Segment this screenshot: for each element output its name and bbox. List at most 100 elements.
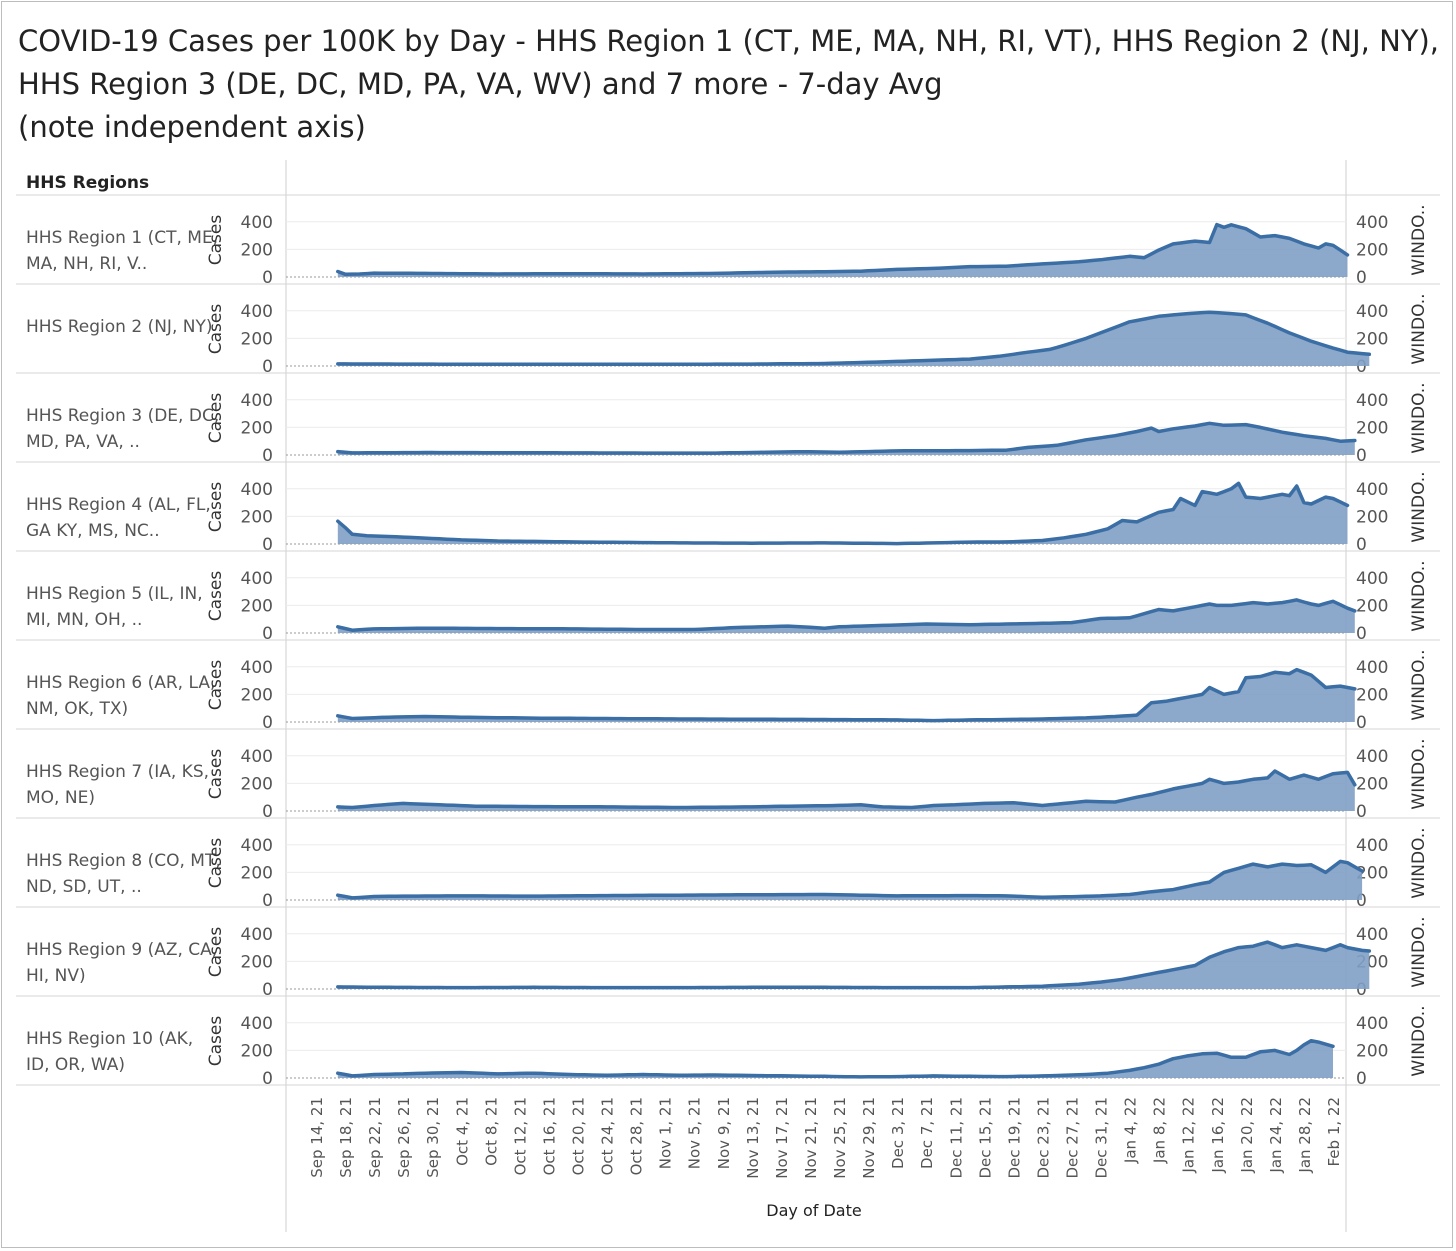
y-tick-label-right: 0 <box>1356 891 1367 911</box>
y-axis-title: Cases <box>206 215 226 266</box>
row-label-line: HHS Region 3 (DE, DC, <box>26 406 219 426</box>
row-label-line: ID, OR, WA) <box>26 1055 125 1075</box>
series-line <box>336 421 1357 455</box>
y-tick-label-right: 200 <box>1356 329 1388 349</box>
x-tick-label: Nov 13, 21 <box>744 1097 762 1179</box>
x-tick-label: Oct 20, 21 <box>570 1097 588 1175</box>
x-tick-label: Nov 9, 21 <box>715 1097 733 1169</box>
row-label: HHS Region 9 (AZ, CA, HI, NV) <box>26 940 217 986</box>
row-label-line: MA, NH, RI, V.. <box>26 254 147 274</box>
y-tick-label: 0 <box>262 446 273 466</box>
x-tick-label: Nov 25, 21 <box>831 1097 849 1179</box>
y-tick-label: 0 <box>262 802 273 822</box>
x-tick-label: Dec 23, 21 <box>1034 1097 1052 1179</box>
y-tick-label-right: 400 <box>1356 213 1388 233</box>
y-tick-label-right: 400 <box>1356 925 1388 945</box>
right-axis-title: WINDO.. <box>1409 1005 1429 1076</box>
y-tick-label-right: 200 <box>1356 774 1388 794</box>
y-tick-label: 200 <box>241 240 273 260</box>
area-fill <box>337 942 1370 989</box>
row-label-line: GA KY, MS, NC.. <box>26 521 160 541</box>
right-axis-title: WINDO.. <box>1409 471 1429 542</box>
area-fill <box>337 224 1348 277</box>
x-tick-label: Oct 24, 21 <box>599 1097 617 1175</box>
y-tick-label-right: 400 <box>1356 747 1388 767</box>
y-axis-title: Cases <box>206 482 226 533</box>
right-axis-title: WINDO.. <box>1409 916 1429 987</box>
y-tick-label: 400 <box>241 569 273 589</box>
x-tick-label: Nov 21, 21 <box>802 1097 820 1179</box>
y-tick-label-right: 400 <box>1356 836 1388 856</box>
area-fill <box>337 771 1355 811</box>
x-tick-label: Oct 16, 21 <box>540 1097 558 1175</box>
x-tick-label: Nov 17, 21 <box>773 1097 791 1179</box>
x-tick-label: Jan 12, 22 <box>1180 1097 1198 1174</box>
right-axis-title: WINDO.. <box>1409 827 1429 898</box>
area-fill <box>337 669 1355 722</box>
row-label-line: NM, OK, TX) <box>26 699 128 719</box>
y-tick-label: 400 <box>241 925 273 945</box>
row-label-line: HHS Region 2 (NJ, NY) <box>26 317 213 337</box>
row-label-line: HHS Region 7 (IA, KS, <box>26 762 209 782</box>
y-tick-label-right: 0 <box>1356 1069 1367 1089</box>
area-fill <box>337 312 1370 366</box>
row-label: HHS Region 7 (IA, KS, MO, NE) <box>26 762 209 808</box>
y-tick-label: 0 <box>262 891 273 911</box>
y-tick-label: 200 <box>241 507 273 527</box>
y-axis-title: Cases <box>206 749 226 800</box>
y-tick-label: 400 <box>241 658 273 678</box>
row-label: HHS Region 10 (AK, ID, OR, WA) <box>26 1029 193 1075</box>
y-tick-label: 0 <box>262 1069 273 1089</box>
row-label-line: MD, PA, VA, .. <box>26 432 140 452</box>
right-axis-title: WINDO.. <box>1409 382 1429 453</box>
x-tick-label: Nov 5, 21 <box>686 1097 704 1169</box>
series-line <box>336 310 1372 367</box>
x-tick-label: Oct 4, 21 <box>453 1097 471 1166</box>
area-fill <box>337 423 1355 455</box>
x-tick-label: Sep 18, 21 <box>337 1097 355 1178</box>
row-label: HHS Region 6 (AR, LA, NM, OK, TX) <box>26 673 215 719</box>
row-label-line: HI, NV) <box>26 966 86 986</box>
series-line <box>336 667 1357 723</box>
x-tick-label: Dec 3, 21 <box>889 1097 907 1169</box>
y-tick-label: 0 <box>262 535 273 555</box>
y-tick-label: 200 <box>241 418 273 438</box>
x-tick-label: Oct 28, 21 <box>628 1097 646 1175</box>
y-axis-title: Cases <box>206 304 226 355</box>
y-axis-title: Cases <box>206 393 226 444</box>
x-tick-label: Jan 4, 22 <box>1122 1097 1140 1164</box>
row-label-line: ND, SD, UT, .. <box>26 877 142 897</box>
y-axis-title: Cases <box>206 571 226 622</box>
y-tick-label: 400 <box>241 1014 273 1034</box>
y-tick-label-right: 0 <box>1356 268 1367 288</box>
right-axis-title: WINDO.. <box>1409 738 1429 809</box>
y-tick-label-right: 200 <box>1356 685 1388 705</box>
y-tick-label: 400 <box>241 480 273 500</box>
right-axis-title: WINDO.. <box>1409 204 1429 275</box>
y-tick-label-right: 200 <box>1356 240 1388 260</box>
x-tick-label: Feb 1, 22 <box>1325 1097 1343 1167</box>
x-tick-label: Dec 19, 21 <box>1005 1097 1023 1179</box>
y-tick-label: 400 <box>241 747 273 767</box>
row-label-line: HHS Region 1 (CT, ME, <box>26 228 218 248</box>
y-tick-label: 200 <box>241 596 273 616</box>
y-tick-label: 200 <box>241 329 273 349</box>
row-label-line: HHS Region 6 (AR, LA, <box>26 673 215 693</box>
y-tick-label-right: 0 <box>1356 713 1367 733</box>
x-tick-label: Oct 8, 21 <box>482 1097 500 1166</box>
title-line-1: COVID-19 Cases per 100K by Day - HHS Reg… <box>18 24 1440 58</box>
y-tick-label: 400 <box>241 836 273 856</box>
x-tick-label: Dec 31, 21 <box>1093 1097 1111 1179</box>
x-tick-label: Dec 15, 21 <box>976 1097 994 1179</box>
right-axis-title: WINDO.. <box>1409 649 1429 720</box>
y-tick-label-right: 400 <box>1356 658 1388 678</box>
y-tick-label: 200 <box>241 863 273 883</box>
row-label: HHS Region 1 (CT, ME, MA, NH, RI, V.. <box>26 228 218 274</box>
row-label-line: HHS Region 4 (AL, FL, <box>26 495 211 515</box>
x-tick-label: Dec 11, 21 <box>947 1097 965 1179</box>
series-line <box>336 481 1350 546</box>
row-label-line: HHS Region 9 (AZ, CA, <box>26 940 217 960</box>
series-line <box>336 598 1357 632</box>
